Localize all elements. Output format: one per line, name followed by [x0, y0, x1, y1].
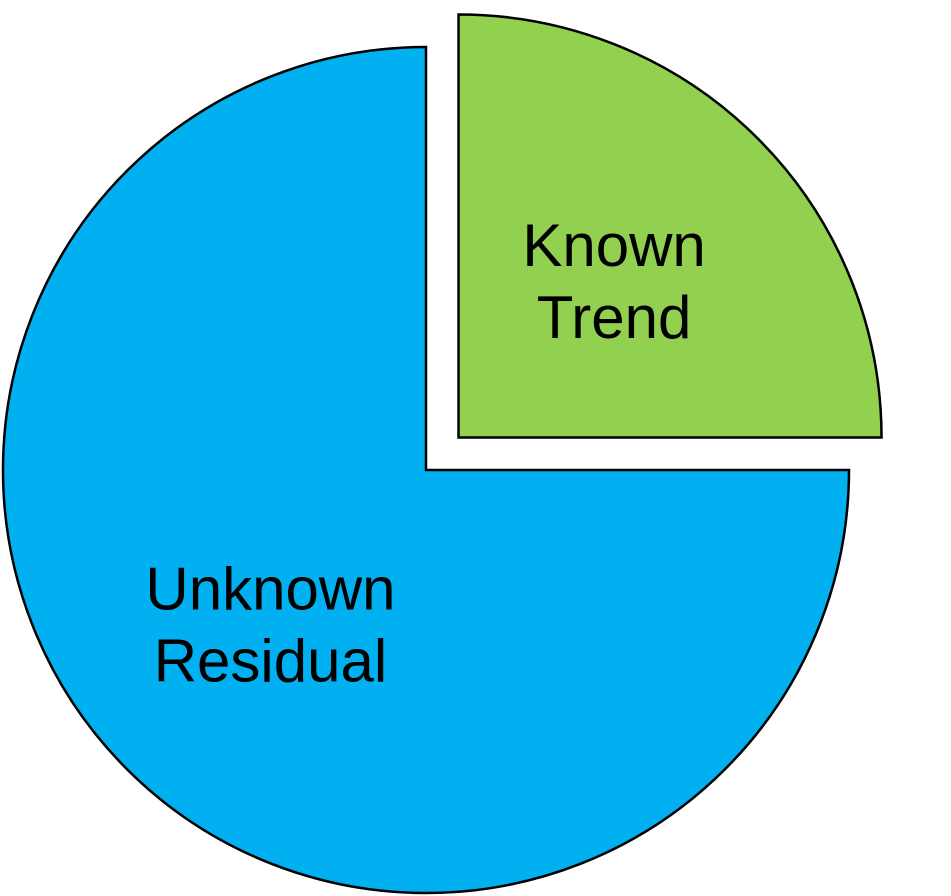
pie-slice-label-line: Residual [154, 628, 387, 695]
pie-slice-unknown-residual [1, 45, 851, 895]
pie-slice-label-line: Unknown [145, 556, 395, 623]
pie-slices [1, 13, 883, 895]
pie-slice-label: Known Trend [522, 212, 705, 351]
pie-slice-label: Unknown Residual [145, 556, 395, 695]
pie-slice-label-line: Known [522, 212, 705, 279]
pie-slice-label-line: Trend [537, 284, 692, 351]
pie-slice-known-trend [457, 13, 883, 439]
pie-labels: Known Trend Unknown Residual [145, 212, 705, 695]
